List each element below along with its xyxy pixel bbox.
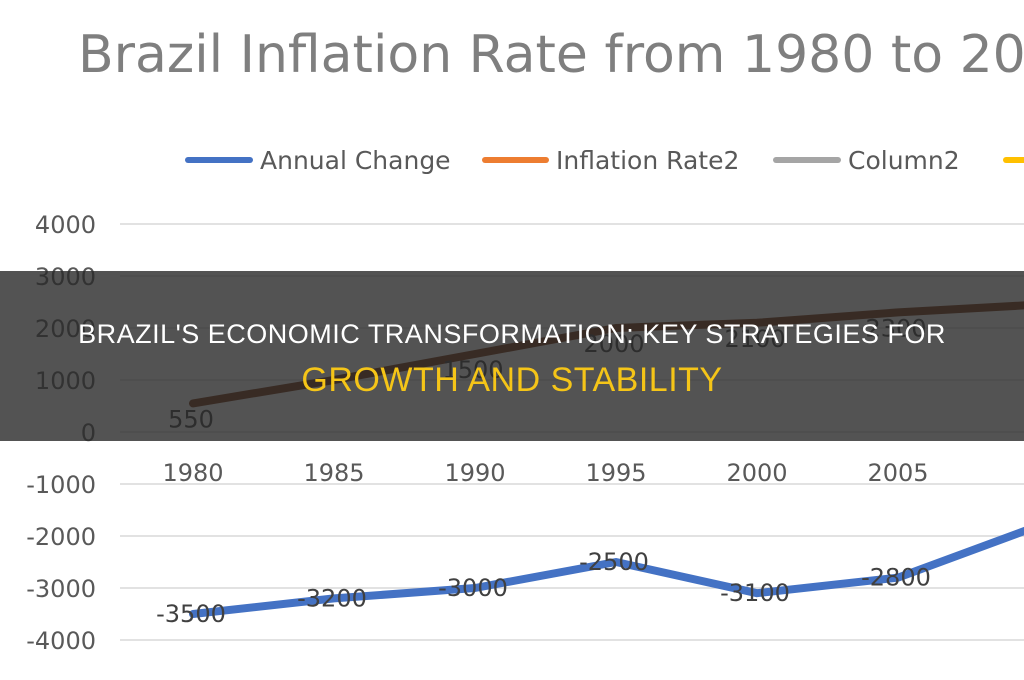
y-tick-label: -3000 <box>26 575 96 603</box>
x-axis-ticks: 1980198519901995200020052 <box>162 459 928 487</box>
data-label: -3100 <box>720 579 790 607</box>
x-tick-label: 1995 <box>585 459 646 487</box>
data-point <box>897 576 899 579</box>
headline-line-1: BRAZIL'S ECONOMIC TRANSFORMATION: KEY ST… <box>78 319 946 349</box>
x-tick-label: 1990 <box>444 459 505 487</box>
legend-label-column2: Column2 <box>848 146 960 175</box>
headline-banner: BRAZIL'S ECONOMIC TRANSFORMATION: KEY ST… <box>0 271 1024 441</box>
y-tick-label: -2000 <box>26 523 96 551</box>
data-label: -3500 <box>156 600 226 628</box>
legend: Annual Change Inflation Rate2 Column2 <box>185 146 1024 175</box>
y-tick-label: 4000 <box>35 211 96 239</box>
x-tick-label: 1980 <box>162 459 223 487</box>
data-label: -2500 <box>579 548 649 576</box>
y-tick-label: -1000 <box>26 471 96 499</box>
x-tick-label: 1985 <box>303 459 364 487</box>
data-point <box>756 592 758 595</box>
data-point <box>192 613 194 615</box>
chart-title: Brazil Inflation Rate from 1980 to 20 <box>78 25 1024 85</box>
legend-label-inflation-rate: Inflation Rate2 <box>556 146 739 175</box>
y-tick-label: -4000 <box>26 627 96 655</box>
x-tick-label: 2000 <box>726 459 787 487</box>
data-label: -2800 <box>861 564 931 592</box>
data-point <box>333 597 335 600</box>
x-tick-label: 2005 <box>867 459 928 487</box>
legend-label-annual-change: Annual Change <box>260 146 451 175</box>
data-label: -3200 <box>297 584 367 612</box>
headline-line-2: GROWTH AND STABILITY <box>301 361 723 399</box>
data-point <box>474 587 476 589</box>
data-point <box>615 561 617 563</box>
data-label: -3000 <box>438 574 508 602</box>
